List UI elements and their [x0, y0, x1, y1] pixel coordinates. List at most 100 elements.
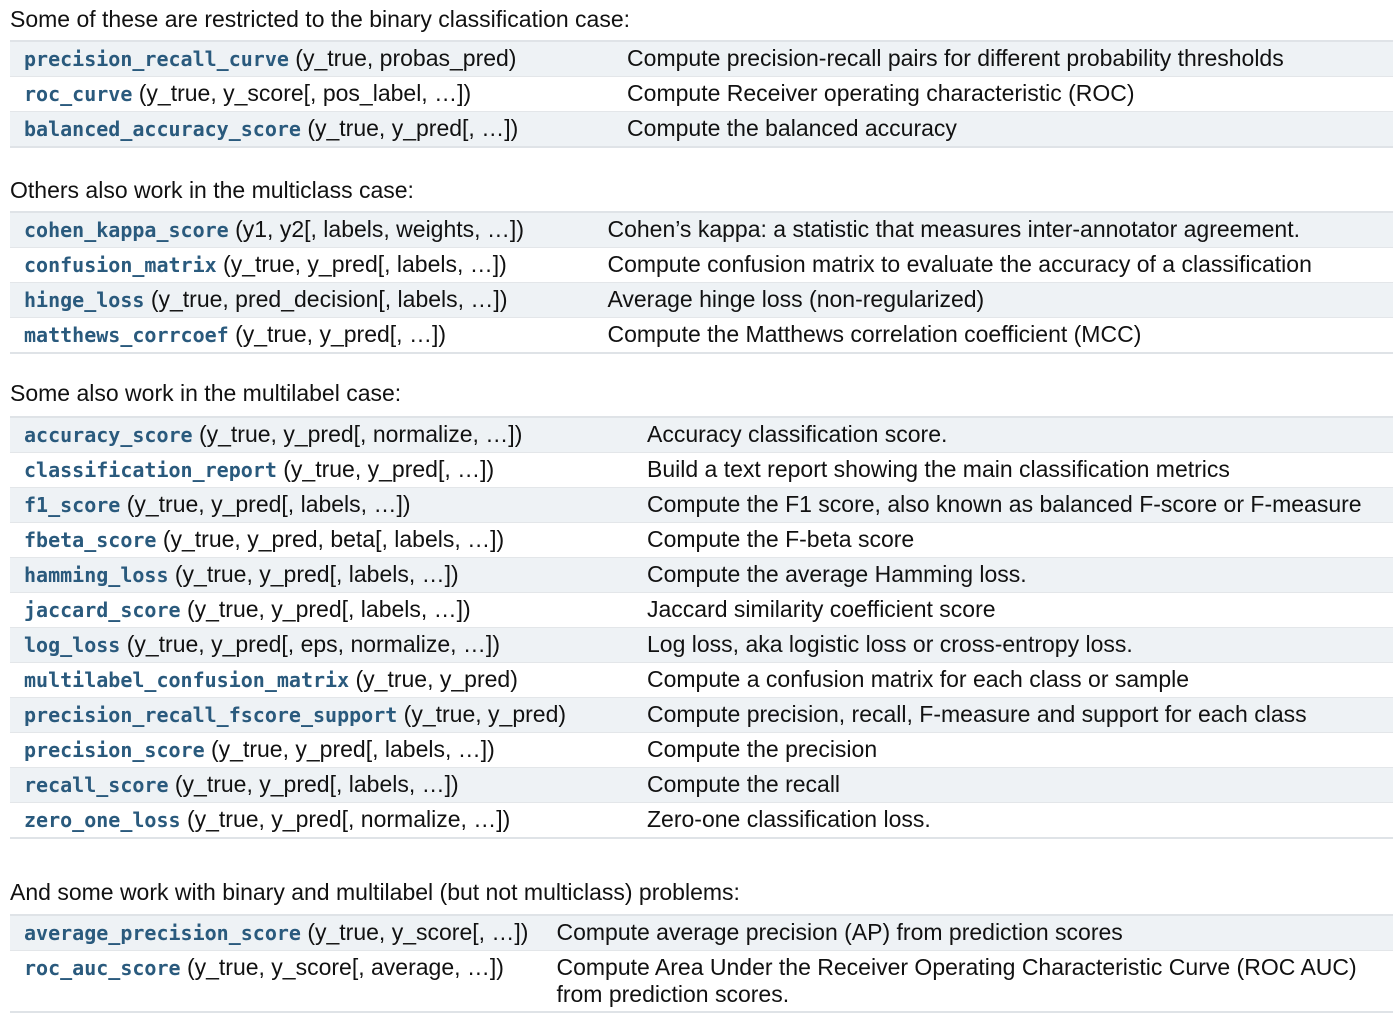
function-signature-cell: precision_recall_curve (y_true, probas_p… [10, 40, 618, 77]
table-row: zero_one_loss (y_true, y_pred[, normaliz… [10, 802, 1393, 839]
table-row: f1_score (y_true, y_pred[, labels, …]) Co… [10, 487, 1393, 523]
function-arguments: (y_true, y_score[, pos_label, …]) [138, 80, 472, 106]
function-description: Compute a confusion matrix for each clas… [637, 662, 1393, 698]
multiclass-metrics-table: cohen_kappa_score (y1, y2[, labels, weig… [10, 211, 1393, 354]
table-row: hinge_loss (y_true, pred_decision[, labe… [10, 282, 1393, 318]
function-description: Compute average precision (AP) from pred… [546, 914, 1393, 951]
function-name-link[interactable]: hinge_loss [24, 288, 145, 312]
function-signature-cell: multilabel_confusion_matrix (y_true, y_p… [10, 662, 637, 698]
function-arguments: (y_true, pred_decision[, labels, …]) [150, 286, 508, 312]
table-row: precision_recall_fscore_support (y_true,… [10, 697, 1393, 733]
function-signature-cell: classification_report (y_true, y_pred[, … [10, 452, 637, 488]
function-arguments: (y_true, y_pred, beta[, labels, …]) [162, 526, 505, 552]
function-signature-cell: hinge_loss (y_true, pred_decision[, labe… [10, 282, 598, 318]
function-name-link[interactable]: f1_score [24, 493, 121, 517]
function-arguments: (y_true, y_pred) [355, 666, 518, 692]
binary-metrics-table: precision_recall_curve (y_true, probas_p… [10, 40, 1393, 148]
function-name-link[interactable]: balanced_accuracy_score [24, 117, 301, 141]
function-signature-cell: balanced_accuracy_score (y_true, y_pred[… [10, 111, 618, 148]
function-signature-cell: precision_recall_fscore_support (y_true,… [10, 697, 637, 733]
function-signature-cell: hamming_loss (y_true, y_pred[, labels, …… [10, 557, 637, 593]
function-name-link[interactable]: matthews_corrcoef [24, 323, 229, 347]
function-name-link[interactable]: roc_auc_score [24, 956, 181, 980]
function-description: Accuracy classification score. [637, 416, 1393, 453]
function-arguments: (y_true, y_pred[, eps, normalize, …]) [126, 631, 500, 657]
function-name-link[interactable]: multilabel_confusion_matrix [24, 668, 350, 692]
function-name-link[interactable]: confusion_matrix [24, 253, 217, 277]
function-description: Compute the balanced accuracy [617, 111, 1393, 148]
function-description: Compute confusion matrix to evaluate the… [597, 247, 1393, 283]
function-name-link[interactable]: precision_score [24, 738, 205, 762]
table-row: classification_report (y_true, y_pred[, … [10, 452, 1393, 488]
table-row: confusion_matrix (y_true, y_pred[, label… [10, 247, 1393, 283]
function-description: Compute the F1 score, also known as bala… [637, 487, 1393, 523]
function-signature-cell: cohen_kappa_score (y1, y2[, labels, weig… [10, 211, 598, 248]
function-name-link[interactable]: hamming_loss [24, 563, 169, 587]
function-description: Compute precision, recall, F-measure and… [637, 697, 1393, 733]
section-heading-multiclass: Others also work in the multiclass case: [10, 177, 414, 203]
function-arguments: (y_true, y_pred[, labels, …]) [174, 771, 459, 797]
table-row: fbeta_score (y_true, y_pred, beta[, labe… [10, 522, 1393, 558]
function-name-link[interactable]: average_precision_score [24, 921, 301, 945]
function-name-link[interactable]: log_loss [24, 633, 121, 657]
table-row: precision_recall_curve (y_true, probas_p… [10, 40, 1393, 77]
function-arguments: (y_true, y_pred[, labels, …]) [186, 596, 471, 622]
function-signature-cell: roc_auc_score (y_true, y_score[, average… [10, 950, 547, 1013]
function-arguments: (y_true, y_pred) [403, 701, 567, 727]
function-description: Compute precision-recall pairs for diffe… [617, 40, 1393, 77]
table-row: roc_auc_score (y_true, y_score[, average… [10, 950, 1393, 1013]
function-signature-cell: precision_score (y_true, y_pred[, labels… [10, 732, 637, 768]
function-signature-cell: zero_one_loss (y_true, y_pred[, normaliz… [10, 802, 637, 839]
function-description: Jaccard similarity coefficient score [637, 592, 1393, 628]
table-row: cohen_kappa_score (y1, y2[, labels, weig… [10, 211, 1393, 248]
function-arguments: (y_true, probas_pred) [295, 45, 517, 71]
function-name-link[interactable]: zero_one_loss [24, 808, 181, 832]
function-arguments: (y_true, y_score[, …]) [307, 919, 529, 945]
function-description: Compute Receiver operating characteristi… [617, 76, 1393, 112]
binary-multilabel-metrics-table: average_precision_score (y_true, y_score… [10, 914, 1393, 1013]
function-signature-cell: confusion_matrix (y_true, y_pred[, label… [10, 247, 598, 283]
function-arguments: (y_true, y_pred[, normalize, …]) [198, 421, 523, 447]
function-description: Compute Area Under the Receiver Operatin… [546, 950, 1393, 1013]
function-arguments: (y_true, y_pred[, labels, …]) [223, 251, 507, 277]
function-name-link[interactable]: recall_score [24, 773, 169, 797]
function-description: Cohen’s kappa: a statistic that measures… [597, 211, 1393, 248]
function-description: Zero-one classification loss. [637, 802, 1393, 839]
function-name-link[interactable]: roc_curve [24, 82, 133, 106]
function-signature-cell: fbeta_score (y_true, y_pred, beta[, labe… [10, 522, 637, 558]
function-name-link[interactable]: accuracy_score [24, 423, 193, 447]
table-row: matthews_corrcoef (y_true, y_pred[, …]) C… [10, 317, 1393, 354]
function-name-link[interactable]: cohen_kappa_score [24, 218, 229, 242]
function-signature-cell: matthews_corrcoef (y_true, y_pred[, …]) [10, 317, 598, 354]
function-description: Log loss, aka logistic loss or cross-ent… [637, 627, 1393, 663]
function-name-link[interactable]: classification_report [24, 458, 277, 482]
function-name-link[interactable]: precision_recall_curve [24, 47, 289, 71]
function-name-link[interactable]: precision_recall_fscore_support [24, 703, 398, 727]
table-row: balanced_accuracy_score (y_true, y_pred[… [10, 111, 1393, 148]
function-signature-cell: roc_curve (y_true, y_score[, pos_label, … [10, 76, 618, 112]
table-row: average_precision_score (y_true, y_score… [10, 914, 1393, 951]
function-arguments: (y_true, y_pred[, …]) [283, 456, 495, 482]
function-arguments: (y_true, y_pred[, normalize, …]) [186, 806, 511, 832]
function-signature-cell: log_loss (y_true, y_pred[, eps, normaliz… [10, 627, 637, 663]
table-row: hamming_loss (y_true, y_pred[, labels, …… [10, 557, 1393, 593]
function-arguments: (y_true, y_pred[, labels, …]) [211, 736, 495, 762]
function-description: Compute the Matthews correlation coeffic… [597, 317, 1393, 354]
section-heading-multilabel: Some also work in the multilabel case: [10, 380, 402, 406]
table-row: multilabel_confusion_matrix (y_true, y_p… [10, 662, 1393, 698]
function-description: Build a text report showing the main cla… [637, 452, 1393, 488]
function-description: Compute the precision [637, 732, 1393, 768]
function-description: Compute the F-beta score [637, 522, 1393, 558]
function-description: Average hinge loss (non-regularized) [597, 282, 1393, 318]
section-heading-binary: Some of these are restricted to the bina… [10, 6, 631, 32]
function-signature-cell: recall_score (y_true, y_pred[, labels, …… [10, 767, 637, 803]
function-description: Compute the average Hamming loss. [637, 557, 1393, 593]
function-name-link[interactable]: fbeta_score [24, 528, 157, 552]
function-arguments: (y_true, y_pred[, …]) [307, 115, 519, 141]
function-name-link[interactable]: jaccard_score [24, 598, 181, 622]
function-signature-cell: accuracy_score (y_true, y_pred[, normali… [10, 416, 637, 453]
table-row: recall_score (y_true, y_pred[, labels, …… [10, 767, 1393, 803]
function-description: Compute the recall [637, 767, 1393, 803]
function-arguments: (y_true, y_pred[, labels, …]) [126, 491, 411, 517]
